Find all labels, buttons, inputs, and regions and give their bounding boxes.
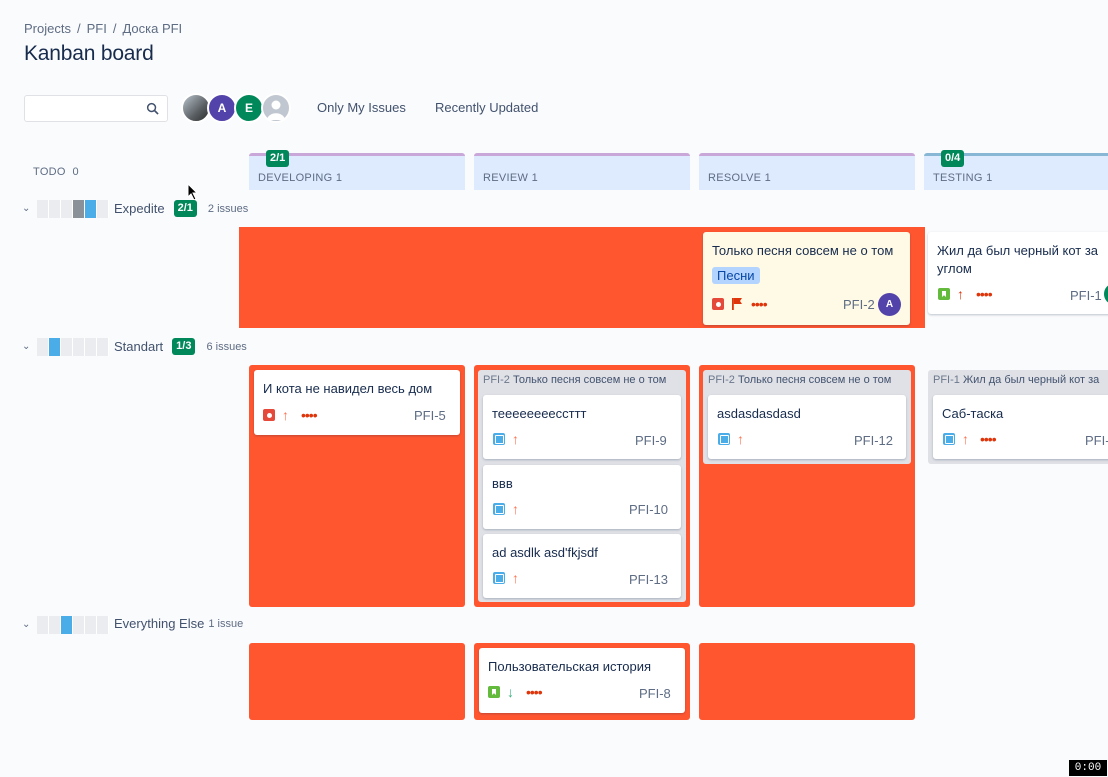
priority-high-icon: ↑: [962, 431, 969, 447]
issue-card[interactable]: ввв ↑ PFI-10: [483, 465, 681, 529]
swimlane-issue-count: 6 issues: [206, 340, 247, 353]
swimlane-title-standart[interactable]: Standart 1/3 6 issues: [114, 338, 247, 355]
breadcrumb-separator: /: [112, 21, 117, 36]
card-summary: Саб-таска: [942, 406, 1004, 421]
swimlane-color-stripe: [37, 616, 113, 634]
breadcrumb-projects[interactable]: Projects: [24, 21, 71, 36]
priority-high-icon: ↑: [512, 570, 519, 586]
priority-dots: ••••: [980, 431, 997, 447]
avatar[interactable]: A: [207, 93, 237, 123]
search-input[interactable]: [25, 96, 140, 121]
priority-highest-icon: ↑: [957, 286, 964, 302]
avatar[interactable]: [181, 93, 211, 123]
swimlane-cell-resolve: [699, 643, 915, 720]
timer-badge: 0:00: [1069, 760, 1107, 776]
swimlane-cell-developing: [249, 643, 465, 720]
breadcrumb-pfi[interactable]: PFI: [86, 21, 107, 36]
column-header-review: REVIEW 1: [474, 153, 690, 190]
priority-high-icon: ↑: [512, 501, 519, 517]
issue-card[interactable]: Саб-таска ↑ •••• PFI-: [933, 395, 1108, 459]
swimlane-wip-badge: 2/1: [173, 200, 197, 217]
breadcrumb-separator: /: [76, 21, 81, 36]
user-icon: [267, 100, 285, 120]
parent-issue-header[interactable]: PFI-1 Жил да был черный кот за: [933, 374, 1100, 386]
assignee-avatar[interactable]: [1104, 284, 1108, 304]
chevron-down-icon[interactable]: ⌄: [22, 203, 31, 214]
quick-filter-only-my-issues[interactable]: Only My Issues: [317, 100, 406, 115]
breadcrumb-board[interactable]: Доска PFI: [122, 21, 183, 36]
search-icon[interactable]: [146, 102, 159, 115]
story-icon: [488, 686, 500, 698]
assignee-avatar[interactable]: A: [878, 293, 901, 316]
issue-card[interactable]: И кота не навидел весь дом ↑ •••• PFI-5: [254, 370, 460, 435]
issue-card[interactable]: теееееееессттт ↑ PFI-9: [483, 395, 681, 459]
priority-high-icon: ↑: [737, 431, 744, 447]
priority-high-icon: ↑: [282, 407, 289, 423]
wip-limit-badge: 0/4: [941, 150, 965, 167]
card-key[interactable]: PFI-5: [414, 408, 446, 423]
flag-icon: [732, 298, 742, 310]
card-summary: Только песня совсем не о том: [712, 243, 894, 258]
search-box: [24, 95, 168, 122]
subtask-icon: [943, 433, 955, 445]
priority-dots: ••••: [751, 296, 768, 312]
swimlane-color-stripe: [37, 200, 113, 218]
priority-dots: ••••: [976, 286, 993, 302]
story-icon: [938, 288, 950, 300]
quick-filter-recently-updated[interactable]: Recently Updated: [435, 100, 539, 115]
issue-card[interactable]: asdasdasdasd ↑ PFI-12: [708, 395, 906, 459]
issue-card[interactable]: Только песня совсем не о том Песни •••• …: [703, 232, 910, 325]
card-summary: ввв: [492, 476, 513, 491]
column-header-resolve: RESOLVE 1: [699, 153, 915, 190]
card-key[interactable]: PFI-12: [854, 433, 894, 448]
card-summary: теееееееессттт: [492, 406, 587, 421]
avatar-unassigned[interactable]: [261, 93, 291, 123]
subtask-icon: [493, 503, 505, 515]
swimlane-issue-count: 1 issue: [208, 617, 244, 630]
priority-dots: ••••: [526, 684, 543, 700]
card-key[interactable]: PFI-: [1085, 433, 1108, 448]
parent-issue-header[interactable]: PFI-2 Только песня совсем не о том: [708, 374, 892, 386]
page-title: Kanban board: [24, 42, 154, 65]
swimlane-title-expedite[interactable]: Expedite 2/1 2 issues: [114, 200, 249, 217]
column-header-todo: TODO 0: [33, 166, 79, 178]
issue-card[interactable]: ad asdlk asd'fkjsdf ↑ PFI-13: [483, 534, 681, 598]
card-summary: И кота не навидел весь дом: [263, 381, 433, 396]
breadcrumb: Projects / PFI / Доска PFI: [24, 21, 182, 36]
card-key[interactable]: PFI-8: [639, 686, 671, 701]
card-key[interactable]: PFI-1: [1070, 288, 1102, 303]
subtask-icon: [493, 433, 505, 445]
card-key[interactable]: PFI-10: [629, 502, 669, 517]
card-summary: asdasdasdasd: [717, 406, 801, 421]
wip-limit-badge: 2/1: [266, 150, 290, 167]
bug-icon: [263, 409, 275, 421]
swimlane-issue-count: 2 issues: [207, 202, 249, 215]
chevron-down-icon[interactable]: ⌄: [22, 619, 31, 630]
subtask-icon: [493, 572, 505, 584]
priority-dots: ••••: [301, 407, 318, 423]
issue-card[interactable]: Пользовательская история ↓ •••• PFI-8: [479, 648, 685, 713]
card-summary: ad asdlk asd'fkjsdf: [492, 545, 598, 560]
swimlane-color-stripe: [37, 338, 113, 356]
avatar[interactable]: E: [234, 93, 264, 123]
card-summary: Жил да был черный кот за углом: [937, 243, 1099, 276]
swimlane-wip-badge: 1/3: [172, 338, 196, 355]
subtask-icon: [718, 433, 730, 445]
card-label: Песни: [712, 267, 760, 284]
priority-high-icon: ↑: [512, 431, 519, 447]
priority-low-icon: ↓: [507, 684, 514, 700]
card-key[interactable]: PFI-2: [843, 297, 875, 312]
card-key[interactable]: PFI-13: [629, 572, 669, 587]
card-summary: Пользовательская история: [488, 659, 652, 674]
card-key[interactable]: PFI-9: [635, 433, 667, 448]
issue-card[interactable]: Жил да был черный кот за углом ↑ •••• PF…: [928, 232, 1108, 314]
chevron-down-icon[interactable]: ⌄: [22, 341, 31, 352]
swimlane-title-everything-else[interactable]: Everything Else 1 issue: [114, 616, 244, 631]
parent-issue-header[interactable]: PFI-2 Только песня совсем не о том: [483, 374, 667, 386]
mouse-cursor-icon: [187, 183, 199, 201]
bug-icon: [712, 298, 724, 310]
